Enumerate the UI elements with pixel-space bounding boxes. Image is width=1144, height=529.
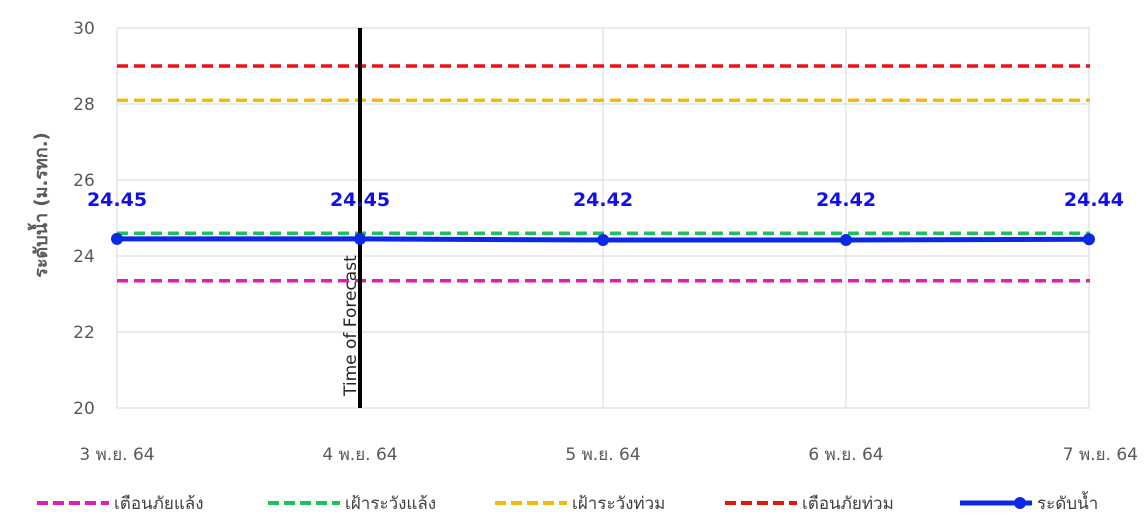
- y-tick-label: 28: [73, 95, 95, 115]
- y-tick-label: 26: [73, 171, 95, 191]
- data-point: [354, 232, 366, 245]
- x-tick-label: 7 พ.ย. 64: [1063, 445, 1138, 465]
- legend: เตือนภัยแล้ง เฝ้าระวังแล้ง เฝ้าระวังท่วม เต…: [37, 491, 1098, 514]
- forecast-label: Time of Forecast: [341, 255, 361, 397]
- y-tick-label: 22: [73, 323, 95, 343]
- legend-marker: [1014, 497, 1026, 509]
- chart-grid: [116, 27, 1090, 409]
- legend-item: เฝ้าระวังท่วม: [495, 494, 665, 514]
- legend-item: เตือนภัยแล้ง: [37, 494, 204, 514]
- legend-label: เฝ้าระวังแล้ง: [345, 494, 436, 514]
- legend-label: ระดับน้ำ: [1037, 491, 1098, 514]
- legend-item: ระดับน้ำ: [960, 491, 1098, 514]
- x-tick-label: 5 พ.ย. 64: [565, 445, 640, 465]
- data-point: [1083, 233, 1095, 246]
- legend-label: เตือนภัยท่วม: [802, 494, 894, 514]
- data-label: 24.44: [1064, 189, 1124, 211]
- y-tick-label: 20: [73, 399, 95, 419]
- data-label: 24.45: [330, 189, 390, 211]
- threshold-lines: [117, 64, 1090, 283]
- data-label: 24.42: [573, 189, 633, 211]
- y-tick-label: 30: [73, 19, 95, 39]
- data-point: [840, 234, 852, 247]
- data-point: [111, 232, 123, 245]
- legend-item: เตือนภัยท่วม: [725, 494, 894, 514]
- x-axis-ticks: 3 พ.ย. 64 4 พ.ย. 64 5 พ.ย. 64 6 พ.ย. 64 7 พ.…: [79, 445, 1138, 465]
- x-tick-label: 6 พ.ย. 64: [808, 445, 883, 465]
- data-point: [597, 234, 609, 247]
- legend-item: เฝ้าระวังแล้ง: [268, 494, 436, 514]
- y-axis-ticks: 20 22 24 26 28 30: [73, 19, 95, 419]
- forecast-marker: Time of Forecast: [341, 28, 362, 408]
- data-label: 24.45: [87, 189, 147, 211]
- x-tick-label: 4 พ.ย. 64: [322, 445, 397, 465]
- data-label: 24.42: [816, 189, 876, 211]
- y-axis-label: ระดับน้ำ (ม.รทก.): [27, 132, 52, 278]
- x-tick-label: 3 พ.ย. 64: [79, 445, 154, 465]
- legend-label: เตือนภัยแล้ง: [114, 494, 204, 514]
- legend-label: เฝ้าระวังท่วม: [572, 494, 665, 514]
- water-level-series: 24.45 24.45 24.42 24.42 24.44: [87, 189, 1124, 247]
- y-tick-label: 24: [73, 247, 95, 267]
